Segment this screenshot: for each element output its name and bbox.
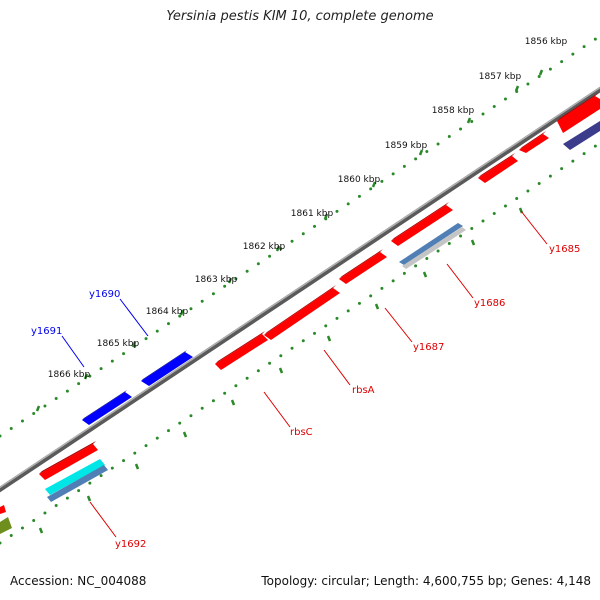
genome-summary-text: Topology: circular; Length: 4,600,755 bp… xyxy=(261,574,591,588)
ruler-label: 1857 kbp xyxy=(479,72,522,82)
forward-gene-labels: y1690 y1691 xyxy=(31,289,120,337)
ruler-label: 1861 kbp xyxy=(291,209,334,219)
outer-tick-track xyxy=(0,34,600,438)
gene-label-y1686[interactable]: y1686 xyxy=(474,298,505,309)
gene-feature-rbsC[interactable] xyxy=(215,334,268,370)
ruler-label: 1858 kbp xyxy=(432,106,475,116)
gene-feature-y1685-a[interactable] xyxy=(557,96,600,133)
gene-feature-y1691[interactable] xyxy=(82,392,132,425)
ruler-label: 1863 kbp xyxy=(195,275,238,285)
gene-feature-y1687[interactable] xyxy=(339,252,387,284)
gene-feature-y1692-steel[interactable] xyxy=(47,465,108,502)
gene-label-rbsA[interactable]: rbsA xyxy=(352,385,375,396)
ruler-label: 1866 kbp xyxy=(48,370,91,380)
gene-feature-y1686[interactable] xyxy=(391,205,453,246)
gene-feature-rbsA[interactable] xyxy=(264,288,340,340)
ruler-label: 1864 kbp xyxy=(146,307,189,317)
reverse-gene-labels: y1685 y1686 y1687 rbsA rbsC y1692 xyxy=(115,244,580,550)
gene-label-y1687[interactable]: y1687 xyxy=(413,342,444,353)
inner-tick-track xyxy=(0,141,600,545)
accession-text: Accession: NC_004088 xyxy=(10,574,147,588)
reverse-strand-genes xyxy=(0,93,600,534)
forward-strand-genes xyxy=(82,350,193,425)
outer-major-ticks xyxy=(35,69,544,412)
gene-feature-y1685-b[interactable] xyxy=(519,134,549,153)
ruler-label: 1856 kbp xyxy=(525,37,568,47)
forward-label-leaders xyxy=(61,298,149,368)
ruler-label: 1865 kbp xyxy=(97,339,140,349)
gene-feature-edge-red[interactable] xyxy=(0,505,6,514)
ruler-labels: 1856 kbp 1857 kbp 1858 kbp 1859 kbp 1860… xyxy=(48,37,568,380)
inner-major-ticks xyxy=(38,207,524,534)
gene-label-y1690[interactable]: y1690 xyxy=(89,289,120,300)
gene-label-rbsC[interactable]: rbsC xyxy=(290,427,313,438)
gene-feature-y1692[interactable] xyxy=(39,444,98,480)
ruler-label: 1859 kbp xyxy=(385,141,428,151)
gene-feature-y1692-cyan[interactable] xyxy=(45,459,105,495)
gene-label-y1691[interactable]: y1691 xyxy=(31,326,62,337)
ruler-label: 1860 kbp xyxy=(338,175,381,185)
gene-feature-navy[interactable] xyxy=(563,121,600,150)
gene-label-y1692[interactable]: y1692 xyxy=(115,539,146,550)
ruler-label: 1862 kbp xyxy=(243,242,286,252)
gene-label-y1685[interactable]: y1685 xyxy=(549,244,580,255)
genome-backbone xyxy=(0,86,600,493)
gene-feature-y1690[interactable] xyxy=(141,352,193,386)
gene-feature-olive[interactable] xyxy=(0,517,12,534)
reverse-label-leaders xyxy=(89,210,548,538)
gene-feature-y1685-c[interactable] xyxy=(478,156,518,183)
gene-feature-y1686-blue[interactable] xyxy=(399,223,463,265)
map-title: Yersinia pestis KIM 10, complete genome xyxy=(166,9,434,24)
